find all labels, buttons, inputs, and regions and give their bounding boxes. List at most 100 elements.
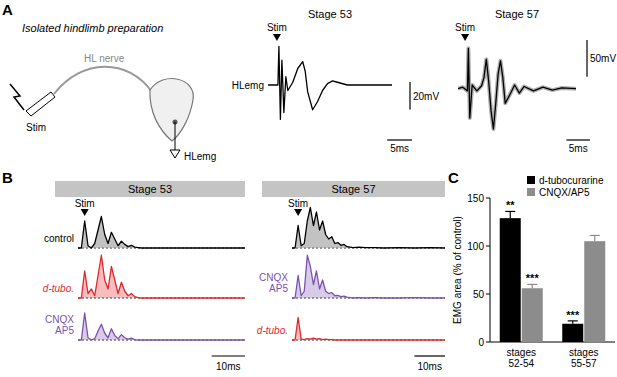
scale-bar xyxy=(387,139,412,140)
significance: ** xyxy=(506,199,515,211)
label-line: d-tubo. xyxy=(43,283,74,294)
label-line: 52-54 xyxy=(508,358,534,369)
recording-electrode xyxy=(170,150,180,158)
stim-electrode xyxy=(26,92,55,116)
label-line: 55-57 xyxy=(571,358,597,369)
row-label: CNQXAP5 xyxy=(259,272,288,294)
scale-bar xyxy=(409,82,410,110)
row-group xyxy=(292,255,445,298)
stage-title: Stage 57 xyxy=(331,183,375,195)
significance: *** xyxy=(526,272,540,284)
y-axis xyxy=(490,198,491,342)
scale-bar xyxy=(586,40,587,77)
trace xyxy=(78,255,245,298)
trace-area xyxy=(292,318,445,341)
significance: *** xyxy=(566,309,580,321)
label-line: CNQX xyxy=(259,272,288,283)
y-tick-label: 150 xyxy=(467,193,484,204)
row-label: CNQXAP5 xyxy=(45,314,74,336)
y-tick xyxy=(486,294,490,295)
stim-label: Stim xyxy=(288,198,308,209)
row-label: d-tubo. xyxy=(43,283,74,294)
bar-group xyxy=(500,211,606,342)
recording-wire xyxy=(175,122,176,150)
y-label: EMG area (% of control) xyxy=(452,216,463,324)
scale-label: 5ms xyxy=(569,143,588,154)
trace xyxy=(78,313,245,340)
error-bar xyxy=(510,211,511,218)
panel-label: C xyxy=(448,169,459,186)
figure: A B C Isolated hindlimb preparation Stim HL n… xyxy=(0,0,617,377)
scale-label: 10ms xyxy=(417,361,441,372)
panel-label: A xyxy=(2,1,13,18)
bar xyxy=(562,324,583,342)
stim-bolt xyxy=(10,84,24,110)
trace xyxy=(458,48,576,129)
label-line: stages xyxy=(569,347,598,358)
scale-label: 10ms xyxy=(216,361,240,372)
trace-area xyxy=(292,255,445,298)
trace-band xyxy=(458,48,576,129)
trace-group xyxy=(268,47,392,120)
legend-label: d-tubocurarine xyxy=(539,175,604,186)
y-tick xyxy=(486,342,490,343)
x-tick-label: stages55-57 xyxy=(569,347,598,369)
label-line: control xyxy=(44,233,74,244)
diagram-title: Isolated hindlimb preparation xyxy=(22,22,163,34)
stim-label: Stim xyxy=(267,22,287,33)
diagram-label: HL nerve xyxy=(84,53,125,64)
hl-nerve xyxy=(54,67,152,94)
hindlimb xyxy=(150,79,193,141)
label-line: AP5 xyxy=(269,283,288,294)
y-tick-label: 0 xyxy=(478,337,484,348)
label-line: d-tubo. xyxy=(257,325,288,336)
x-tick-label: stages52-54 xyxy=(507,347,536,369)
diagram-label: Stim xyxy=(26,122,46,133)
error-cap xyxy=(590,235,600,236)
diagram-label: HLemg xyxy=(184,151,216,162)
scale-bar xyxy=(212,355,245,356)
scale-bar xyxy=(566,139,590,140)
legend-swatch xyxy=(527,188,535,196)
scale-label: 50mV xyxy=(590,53,616,64)
y-tick xyxy=(486,246,490,247)
bar xyxy=(522,288,543,342)
trace-area xyxy=(78,313,245,340)
row-group xyxy=(292,318,445,341)
y-tick-label: 50 xyxy=(473,289,485,300)
stim-arrow xyxy=(81,209,89,216)
stim-label: Stim xyxy=(455,22,475,33)
stage-header xyxy=(262,181,445,197)
trace-area xyxy=(78,255,245,298)
trace xyxy=(292,255,445,298)
stage-header xyxy=(55,181,245,197)
scale-label: 20mV xyxy=(413,91,439,102)
legend-swatch xyxy=(527,176,535,184)
bar xyxy=(500,218,521,342)
stim-label: Stim xyxy=(75,198,95,209)
stim-arrow xyxy=(461,34,469,41)
trace xyxy=(268,47,392,120)
trace-group xyxy=(458,48,576,129)
label-line: AP5 xyxy=(55,325,74,336)
trace-title: Stage 53 xyxy=(308,8,352,20)
trace xyxy=(292,208,445,249)
y-tick xyxy=(486,198,490,199)
row-group xyxy=(78,255,245,298)
trace-title: Stage 57 xyxy=(495,8,539,20)
legend-label: CNQX/AP5 xyxy=(539,187,590,198)
row-label: control xyxy=(44,233,74,244)
stim-arrow xyxy=(294,209,302,216)
row-label: d-tubo. xyxy=(257,325,288,336)
trace-area xyxy=(292,208,445,249)
label-line: CNQX xyxy=(45,314,74,325)
label-line: stages xyxy=(507,347,536,358)
scale-bar xyxy=(414,355,445,356)
error-bar xyxy=(594,235,595,241)
stage-title: Stage 53 xyxy=(128,183,172,195)
panel-label: B xyxy=(2,169,13,186)
trace-area xyxy=(78,217,245,249)
trace xyxy=(292,318,445,341)
y-tick-label: 100 xyxy=(467,241,484,252)
row-group xyxy=(78,313,245,340)
